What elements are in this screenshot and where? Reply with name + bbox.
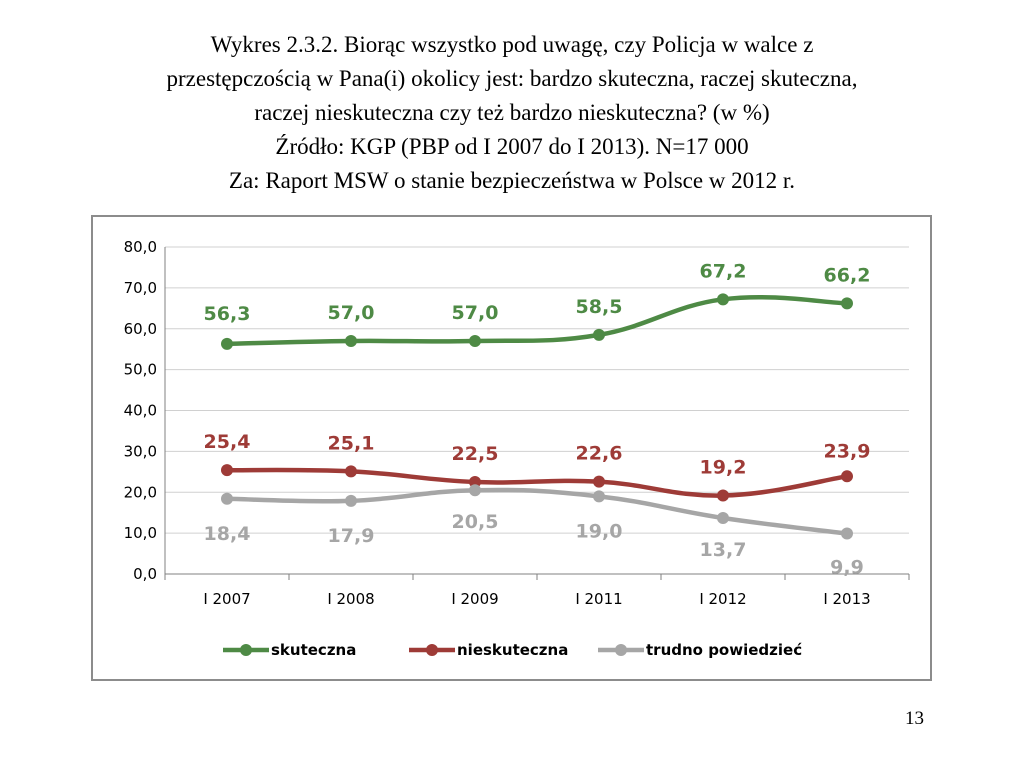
y-tick-label: 50,0 bbox=[124, 361, 157, 379]
axes: 0,0 10,0 20,0 30,0 40,0 50,0 60,0 70,0 80,0 I 200… bbox=[124, 238, 910, 608]
data-label: 58,5 bbox=[576, 296, 623, 318]
data-point bbox=[593, 328, 605, 341]
data-label: 9,9 bbox=[830, 557, 864, 579]
data-label: 22,5 bbox=[452, 443, 499, 465]
source-line: Źródło: KGP (PBP od I 2007 do I 2013). N… bbox=[275, 134, 749, 159]
data-point bbox=[841, 470, 853, 483]
chart-frame: 0,0 10,0 20,0 30,0 40,0 50,0 60,0 70,0 80,0 I 200… bbox=[91, 215, 932, 681]
data-label: 67,2 bbox=[700, 260, 747, 282]
data-point bbox=[717, 489, 729, 502]
data-label: 56,3 bbox=[204, 303, 251, 325]
legend-label: skuteczna bbox=[271, 641, 356, 659]
x-tick-label: I 2013 bbox=[823, 590, 870, 608]
x-tick-label: I 2007 bbox=[203, 590, 250, 608]
grid-lines bbox=[165, 246, 909, 534]
legend-swatch-marker bbox=[426, 644, 438, 656]
data-point bbox=[841, 527, 853, 540]
data-point bbox=[469, 484, 481, 497]
slide-title: Wykres 2.3.2. Biorąc wszystko pod uwagę,… bbox=[40, 28, 984, 198]
data-label: 57,0 bbox=[452, 302, 499, 324]
x-tick-label: I 2011 bbox=[575, 590, 622, 608]
data-point bbox=[717, 512, 729, 525]
y-tick-label: 0,0 bbox=[133, 565, 157, 583]
data-point bbox=[345, 335, 357, 348]
legend-swatch-marker bbox=[615, 644, 627, 656]
data-point bbox=[717, 293, 729, 306]
data-point bbox=[221, 337, 233, 350]
data-label: 20,5 bbox=[452, 511, 499, 533]
y-tick-label: 30,0 bbox=[124, 442, 157, 460]
y-tick-label: 20,0 bbox=[124, 483, 157, 501]
data-point bbox=[221, 492, 233, 505]
citation-line: Za: Raport MSW o stanie bezpieczeństwa w… bbox=[228, 168, 796, 193]
series-line-0 bbox=[224, 294, 850, 347]
y-tick-label: 70,0 bbox=[124, 279, 157, 297]
data-label: 22,6 bbox=[576, 443, 623, 465]
page-number: 13 bbox=[905, 708, 924, 729]
data-point bbox=[221, 464, 233, 477]
title-line-3: raczej nieskuteczna czy też bardzo niesk… bbox=[254, 100, 770, 125]
title-line-2: przestępczością w Pana(i) okolicy jest: … bbox=[166, 66, 858, 91]
data-label: 13,7 bbox=[700, 539, 747, 561]
legend: skuteczna nieskuteczna trudno powiedzieć bbox=[223, 641, 802, 659]
data-point bbox=[593, 475, 605, 488]
data-label: 19,0 bbox=[576, 520, 623, 542]
data-point bbox=[841, 297, 853, 310]
line-chart: 0,0 10,0 20,0 30,0 40,0 50,0 60,0 70,0 80,0 I 200… bbox=[124, 238, 910, 659]
data-label: 19,2 bbox=[700, 457, 747, 479]
y-tick-label: 40,0 bbox=[124, 402, 157, 420]
legend-label: trudno powiedzieć bbox=[646, 641, 802, 659]
series-line-2 bbox=[224, 487, 850, 536]
data-point bbox=[469, 335, 481, 348]
data-point bbox=[345, 494, 357, 507]
x-tick-label: I 2008 bbox=[327, 590, 374, 608]
y-tick-label: 60,0 bbox=[124, 320, 157, 338]
title-line-1: Wykres 2.3.2. Biorąc wszystko pod uwagę,… bbox=[210, 32, 814, 57]
data-point bbox=[593, 490, 605, 503]
data-label: 66,2 bbox=[824, 264, 871, 286]
x-tick-label: I 2012 bbox=[699, 590, 746, 608]
series-line-1 bbox=[224, 467, 850, 498]
data-label: 25,4 bbox=[204, 431, 251, 453]
data-label: 57,0 bbox=[328, 302, 375, 324]
legend-swatch-marker bbox=[240, 644, 252, 656]
legend-label: nieskuteczna bbox=[457, 641, 568, 659]
data-label: 18,4 bbox=[204, 523, 251, 545]
data-point bbox=[345, 465, 357, 478]
y-tick-label: 10,0 bbox=[124, 524, 157, 542]
data-labels: 56,3 57,0 57,0 58,5 67,2 66,2 25,4 25,1 22,5 22,6… bbox=[204, 260, 871, 578]
x-tick-label: I 2009 bbox=[451, 590, 498, 608]
data-label: 17,9 bbox=[328, 525, 375, 547]
data-label: 23,9 bbox=[824, 440, 871, 462]
data-label: 25,1 bbox=[328, 432, 375, 454]
series-lines bbox=[221, 293, 853, 540]
y-tick-label: 80,0 bbox=[124, 238, 157, 256]
